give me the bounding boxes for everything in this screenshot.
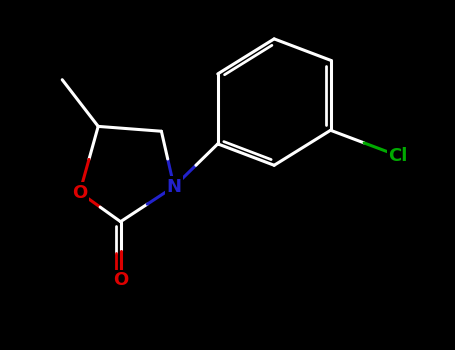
- Text: Cl: Cl: [388, 147, 407, 164]
- Text: O: O: [72, 183, 87, 202]
- Text: O: O: [113, 271, 128, 289]
- Text: N: N: [167, 178, 182, 196]
